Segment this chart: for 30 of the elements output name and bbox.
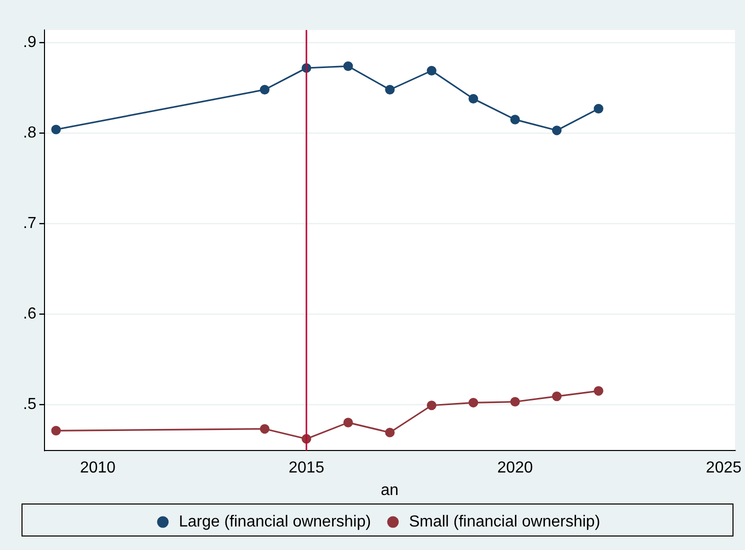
legend-label: Small (financial ownership) bbox=[408, 513, 600, 530]
point bbox=[552, 392, 562, 402]
point bbox=[385, 84, 395, 94]
point bbox=[260, 424, 270, 434]
point bbox=[510, 114, 520, 124]
point bbox=[468, 398, 478, 408]
point bbox=[594, 386, 604, 396]
y-tick-label: .5 bbox=[23, 396, 36, 413]
point bbox=[260, 84, 270, 94]
x-tick-label: 2010 bbox=[80, 460, 116, 477]
point bbox=[510, 396, 520, 407]
point bbox=[594, 104, 604, 114]
y-tick-label: .9 bbox=[23, 34, 36, 52]
y-tick-label: .8 bbox=[23, 124, 36, 142]
x-tick-label: 2020 bbox=[497, 460, 533, 477]
point bbox=[51, 124, 61, 134]
point bbox=[51, 426, 61, 436]
point bbox=[343, 61, 353, 71]
y-tick-label: .6 bbox=[23, 305, 36, 322]
x-tick-label: 2015 bbox=[288, 460, 324, 477]
point bbox=[468, 94, 478, 104]
point bbox=[552, 126, 562, 136]
point bbox=[426, 400, 436, 410]
point bbox=[343, 418, 353, 428]
legend-label: Large (financial ownership) bbox=[178, 513, 371, 530]
point bbox=[426, 66, 436, 76]
x-tick-label: 2025 bbox=[706, 460, 742, 477]
x-axis-title: an bbox=[380, 482, 399, 499]
y-tick-label: .7 bbox=[23, 214, 36, 232]
point bbox=[385, 428, 395, 438]
